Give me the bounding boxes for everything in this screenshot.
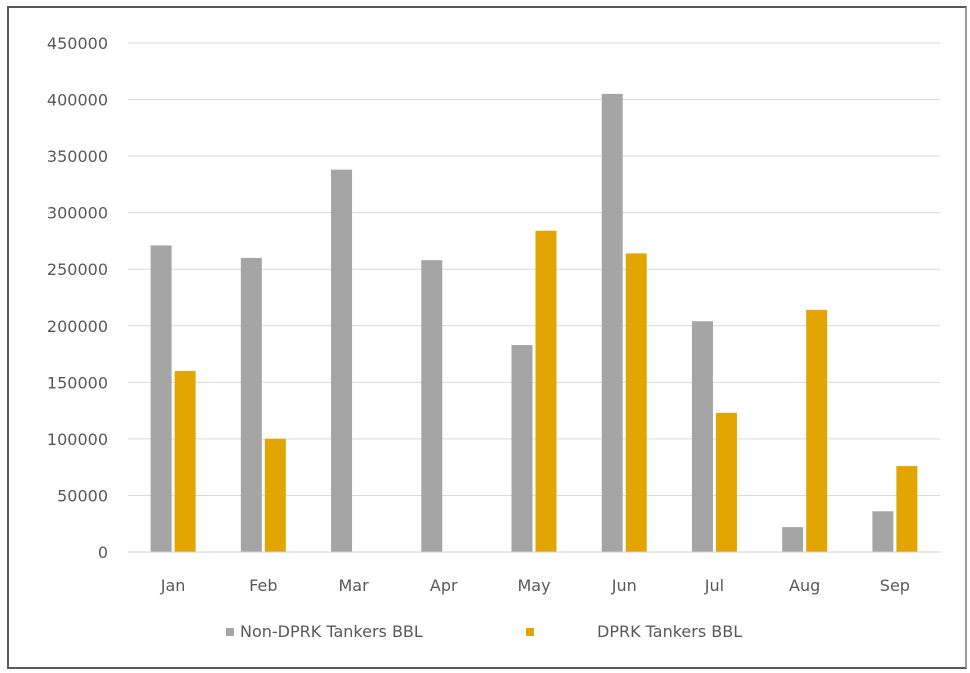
bar-dprk-may — [535, 230, 557, 552]
legend: Non-DPRK Tankers BBL DPRK Tankers BBL — [226, 622, 742, 641]
y-tick-label: 0 — [98, 543, 108, 562]
y-axis-ticks: 0 50000 100000 150000 200000 250000 300000 3500… — [47, 34, 108, 562]
bar-non-dprk-jun — [601, 93, 623, 553]
y-tick-label: 450000 — [47, 34, 108, 53]
legend-label-dprk: DPRK Tankers BBL — [597, 622, 742, 641]
y-tick-label: 200000 — [47, 317, 108, 336]
x-tick-label: Jan — [160, 576, 186, 595]
x-tick-label: Apr — [430, 576, 458, 595]
x-axis-ticks: Jan Feb Mar Apr May Jun Jul Aug Sep — [160, 576, 910, 595]
y-tick-label: 400000 — [47, 91, 108, 110]
y-tick-label: 350000 — [47, 147, 108, 166]
bar-dprk-sep — [896, 466, 918, 552]
y-tick-label: 150000 — [47, 373, 108, 392]
y-tick-label: 300000 — [47, 204, 108, 223]
bar-dprk-jun — [625, 253, 647, 553]
legend-swatch-non-dprk — [226, 628, 234, 636]
x-tick-label: Aug — [789, 576, 820, 595]
bar-dprk-feb — [264, 438, 286, 552]
y-tick-label: 50000 — [57, 486, 108, 505]
bar-non-dprk-aug — [782, 527, 804, 552]
bar-dprk-aug — [806, 309, 828, 552]
bar-non-dprk-may — [511, 345, 533, 552]
bar-dprk-jul — [715, 412, 737, 552]
legend-label-non-dprk: Non-DPRK Tankers BBL — [240, 622, 423, 641]
legend-swatch-dprk — [526, 628, 534, 636]
bar-dprk-jan — [174, 371, 196, 552]
bar-non-dprk-mar — [331, 169, 353, 552]
x-tick-label: Sep — [880, 576, 910, 595]
y-tick-label: 250000 — [47, 260, 108, 279]
x-tick-label: Feb — [249, 576, 277, 595]
bar-non-dprk-feb — [240, 257, 262, 552]
bar-non-dprk-apr — [421, 260, 443, 552]
bar-non-dprk-jul — [691, 321, 713, 552]
bar-non-dprk-sep — [872, 511, 894, 552]
bars — [150, 93, 918, 553]
x-tick-label: Mar — [338, 576, 369, 595]
x-tick-label: Jul — [704, 576, 724, 595]
bar-non-dprk-jan — [150, 245, 172, 553]
x-tick-label: Jun — [611, 576, 637, 595]
x-tick-label: May — [517, 576, 550, 595]
y-tick-label: 100000 — [47, 430, 108, 449]
gridlines — [128, 42, 940, 496]
